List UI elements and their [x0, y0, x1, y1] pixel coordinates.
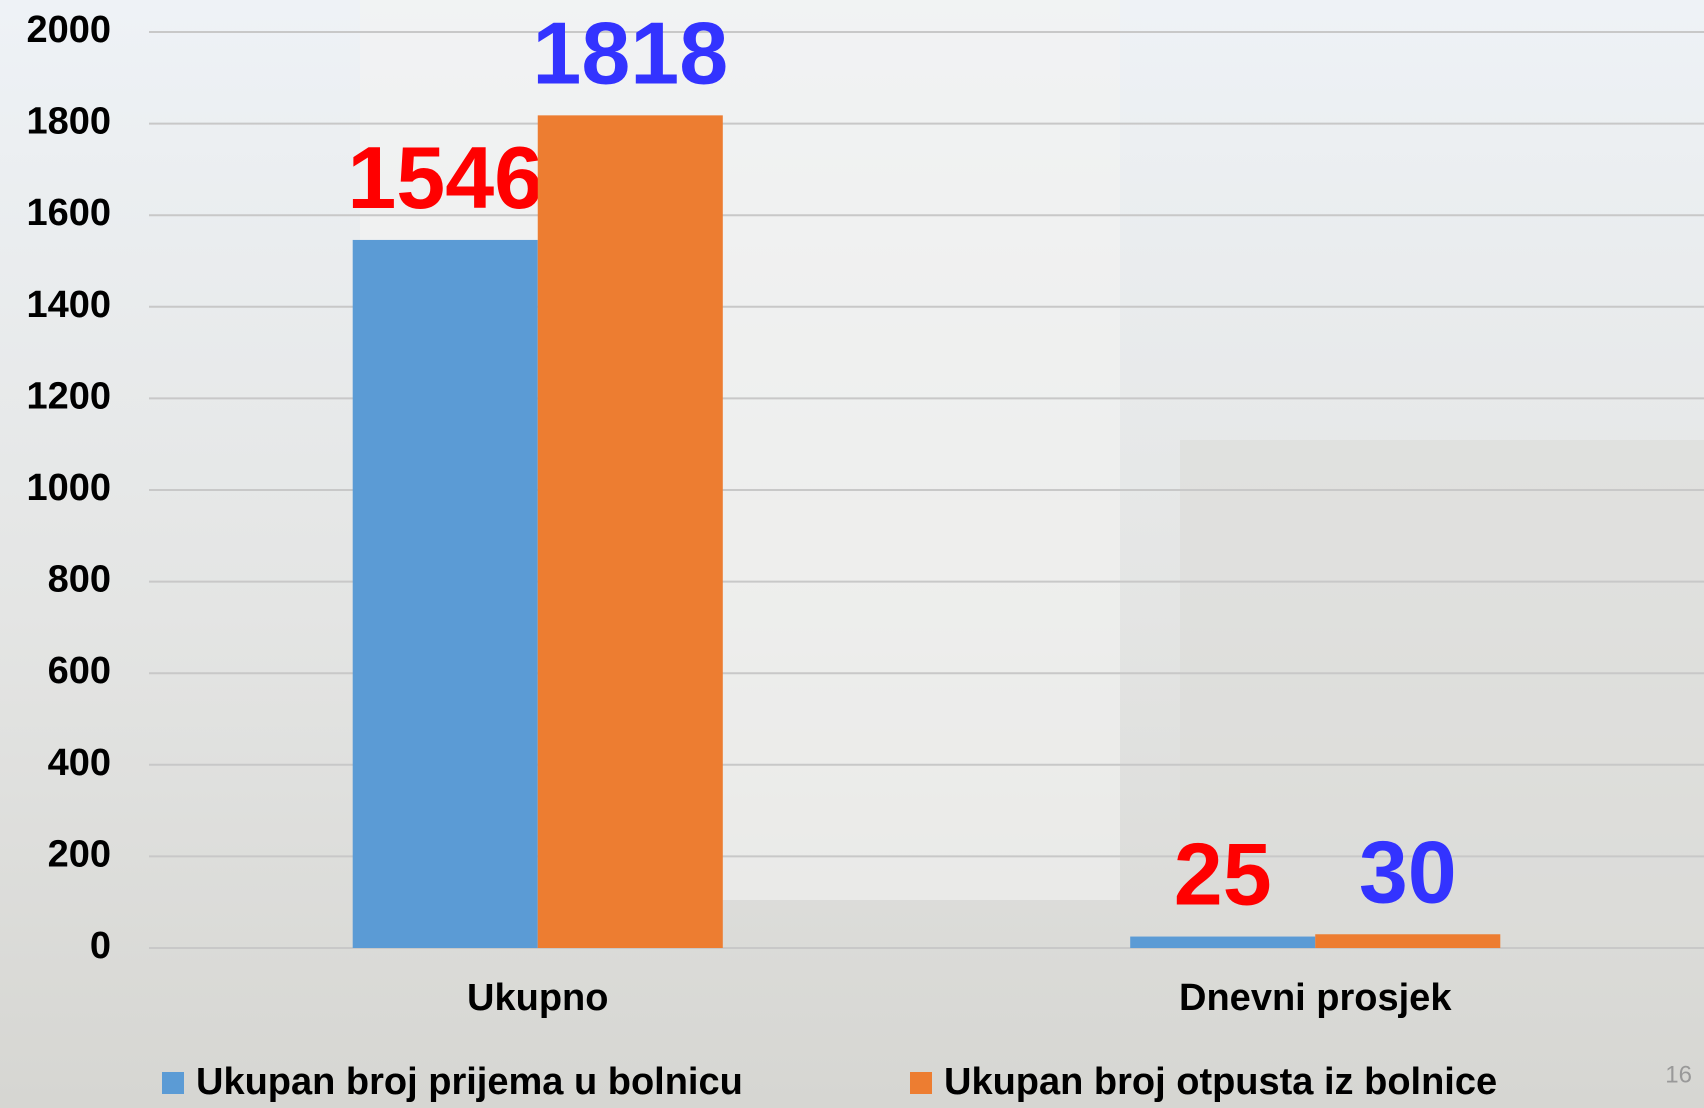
- page-number: 16: [1665, 1061, 1692, 1088]
- legend-label: Ukupan broj otpusta iz bolnice: [944, 1061, 1497, 1103]
- bar: [538, 115, 723, 948]
- value-label: 25: [1174, 825, 1272, 924]
- y-tick-label: 200: [48, 833, 111, 875]
- y-tick-label: 0: [90, 925, 111, 967]
- y-tick-label: 1400: [26, 284, 111, 326]
- y-tick-label: 2000: [26, 9, 111, 51]
- bar: [1315, 934, 1500, 948]
- chart: 16 0 200 400 600 800 1000 1200 1400 1600 1800 2000…: [0, 0, 1704, 1108]
- x-tick-label: Dnevni prosjek: [1179, 977, 1452, 1019]
- bar: [1130, 937, 1315, 948]
- value-label: 1546: [347, 128, 543, 227]
- y-tick-label: 1200: [26, 375, 111, 417]
- y-tick-label: 1000: [26, 467, 111, 509]
- y-tick-label: 1600: [26, 192, 111, 234]
- y-tick-label: 800: [48, 559, 111, 601]
- y-tick-label: 1800: [26, 101, 111, 143]
- legend-label: Ukupan broj prijema u bolnicu: [196, 1061, 743, 1103]
- x-tick-label: Ukupno: [467, 977, 608, 1019]
- y-tick-label: 600: [48, 650, 111, 692]
- value-label: 30: [1359, 822, 1457, 921]
- legend-swatch: [910, 1072, 932, 1094]
- y-tick-label: 400: [48, 742, 111, 784]
- bar: [353, 240, 538, 948]
- legend-swatch: [162, 1072, 184, 1094]
- value-label: 1818: [532, 3, 728, 102]
